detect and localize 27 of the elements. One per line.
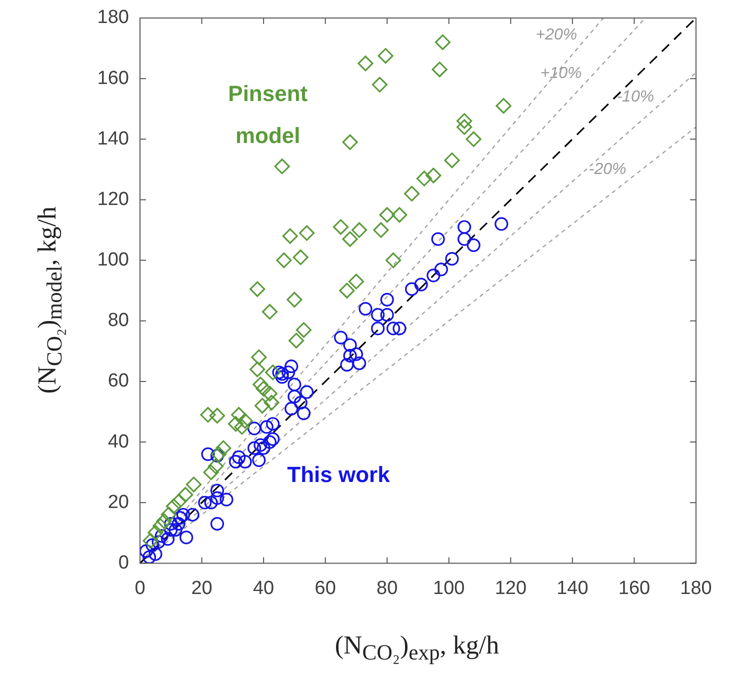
y-tick-label: 0 (118, 552, 129, 574)
y-tick-label: 180 (97, 7, 129, 28)
x-tick-label: 20 (191, 578, 212, 599)
x-tick-label: 160 (618, 578, 650, 599)
x-tick-label: 60 (314, 578, 336, 599)
series-label: +10% (540, 64, 582, 82)
series-label: This work (287, 462, 391, 488)
y-tick-label: 80 (108, 310, 129, 332)
y-tick-label: 160 (97, 68, 129, 89)
series-label: -20% (588, 160, 626, 178)
x-tick-label: 180 (680, 578, 712, 599)
series-label: Pinsent model (228, 81, 308, 148)
x-tick-label: 140 (556, 578, 588, 599)
x-tick-label: 100 (433, 578, 465, 599)
y-tick-label: 120 (97, 188, 129, 210)
series-label: -10% (616, 88, 654, 106)
x-tick-label: 80 (376, 578, 398, 599)
x-axis-title: (N$_{CO₂}$)$_{exp}$, kg/h (334, 630, 500, 666)
x-tick-label: 40 (252, 578, 274, 599)
x-tick-label: 0 (134, 578, 146, 599)
y-tick-label: 140 (97, 128, 129, 150)
y-tick-label: 20 (108, 492, 129, 513)
y-tick-label: 100 (97, 250, 129, 271)
y-tick-label: 60 (108, 370, 129, 392)
y-tick-label: 40 (108, 431, 129, 452)
series-label: +20% (536, 26, 578, 44)
x-tick-label: 120 (494, 578, 527, 599)
